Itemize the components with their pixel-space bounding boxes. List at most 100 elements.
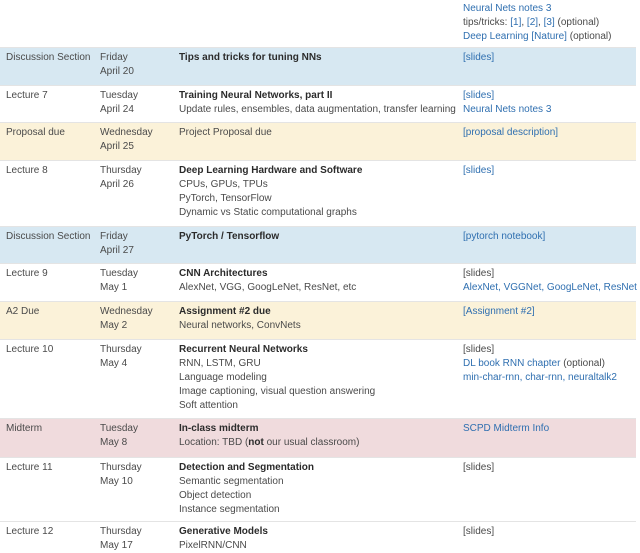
description-cell: Tips and tricks for tuning NNs — [179, 51, 459, 65]
topic-title: Detection and Segmentation — [179, 462, 315, 473]
rnn-code-links[interactable]: min-char-rnn, char-rnn, neuraltalk2 — [463, 372, 617, 383]
assignment-link[interactable]: [Assignment #2] — [463, 306, 535, 317]
nature-link[interactable]: Deep Learning [Nature] — [463, 31, 567, 42]
description-cell: CNN Architectures AlexNet, VGG, GoogLeNe… — [179, 267, 459, 295]
date-cell: Thursday May 4 — [100, 343, 176, 371]
notes-link[interactable]: Neural Nets notes 3 — [463, 3, 552, 14]
date-cell: Tuesday May 1 — [100, 267, 176, 295]
table-row: Lecture 12 Thursday May 17 Generative Mo… — [0, 522, 636, 553]
slides-label: [slides] — [463, 462, 495, 473]
midterm-info-link[interactable]: SCPD Midterm Info — [463, 423, 550, 434]
table-row: Lecture 7 Tuesday April 24 Training Neur… — [0, 86, 636, 123]
date-cell: Wednesday May 2 — [100, 305, 176, 333]
date-cell: Tuesday May 8 — [100, 422, 176, 450]
day-label: Tuesday — [100, 90, 138, 101]
description-cell: Training Neural Networks, part II Update… — [179, 89, 459, 117]
materials-cell: [proposal description] — [463, 126, 638, 140]
event-cell: Lecture 12 — [6, 526, 54, 537]
architecture-papers-links[interactable]: AlexNet, VGGNet, GoogLeNet, ResNet — [463, 282, 637, 293]
topic-detail: Update rules, ensembles, data augmentati… — [179, 104, 456, 115]
table-row: Midterm Tuesday May 8 In-class midterm L… — [0, 419, 636, 458]
date-label: April 27 — [100, 245, 134, 256]
table-row: Proposal due Wednesday April 25 Project … — [0, 123, 636, 161]
date-cell: Friday April 27 — [100, 230, 176, 258]
proposal-description-link[interactable]: [proposal description] — [463, 127, 559, 138]
slides-link[interactable]: [slides] — [463, 165, 495, 176]
topic-detail: Language modeling — [179, 372, 267, 383]
description-cell: Generative Models PixelRNN/CNN — [179, 525, 459, 553]
day-label: Tuesday — [100, 268, 138, 279]
day-label: Thursday — [100, 165, 142, 176]
rnn-chapter-link[interactable]: DL book RNN chapter — [463, 358, 561, 369]
optional-label: (optional) — [569, 31, 612, 42]
tips-link-3[interactable]: [3] — [543, 17, 555, 28]
location-text: Location: TBD (not our usual classroom) — [179, 437, 360, 448]
topic-title: Deep Learning Hardware and Software — [179, 165, 363, 176]
date-cell: Wednesday April 25 — [100, 126, 176, 154]
topic-detail: Object detection — [179, 490, 252, 501]
slides-label: [slides] — [463, 526, 495, 537]
topic-detail: Semantic segmentation — [179, 476, 284, 487]
materials-cell: [slides] — [463, 51, 638, 65]
topic-detail: Project Proposal due — [179, 127, 272, 138]
event-cell: Discussion Section — [6, 52, 91, 63]
table-row: Discussion Section Friday April 27 PyTor… — [0, 227, 636, 264]
date-label: May 2 — [100, 320, 128, 331]
description-cell: In-class midterm Location: TBD (not our … — [179, 422, 459, 450]
tips-link-2[interactable]: [2] — [526, 17, 539, 28]
topic-detail: Dynamic vs Static computational graphs — [179, 207, 357, 218]
topic-detail: Instance segmentation — [179, 504, 280, 515]
slides-link[interactable]: [slides] — [463, 52, 495, 63]
table-row: Lecture 8 Thursday April 26 Deep Learnin… — [0, 161, 636, 227]
day-label: Thursday — [100, 462, 142, 473]
date-label: April 25 — [100, 141, 134, 152]
materials-cell: [slides] Neural Nets notes 3 — [463, 89, 638, 117]
description-cell: Deep Learning Hardware and Software CPUs… — [179, 164, 459, 220]
event-cell: Lecture 9 — [6, 268, 48, 279]
materials-cell: [slides] AlexNet, VGGNet, GoogLeNet, Res… — [463, 267, 638, 295]
tips-link-1[interactable]: [1] — [510, 17, 522, 28]
date-cell: Thursday May 17 — [100, 525, 176, 553]
date-label: April 24 — [100, 104, 134, 115]
slides-link[interactable]: [slides] — [463, 90, 495, 101]
topic-detail: PixelRNN/CNN — [179, 540, 247, 551]
date-label: May 10 — [100, 476, 133, 487]
event-cell: Lecture 10 — [6, 344, 54, 355]
description-cell: Assignment #2 due Neural networks, ConvN… — [179, 305, 459, 333]
materials-cell: [slides] — [463, 461, 638, 475]
optional-label: (optional) — [557, 17, 600, 28]
event-cell: Lecture 7 — [6, 90, 48, 101]
materials-cell: Neural Nets notes 3 tips/tricks: [1], [2… — [463, 2, 638, 44]
table-row: A2 Due Wednesday May 2 Assignment #2 due… — [0, 302, 636, 340]
tips-label: tips/tricks: — [463, 17, 508, 28]
notes-link[interactable]: Neural Nets notes 3 — [463, 104, 552, 115]
topic-title: Tips and tricks for tuning NNs — [179, 52, 322, 63]
materials-cell: [slides] DL book RNN chapter (optional) … — [463, 343, 638, 385]
slides-label: [slides] — [463, 344, 495, 355]
pytorch-notebook-link[interactable]: [pytorch notebook] — [463, 231, 546, 242]
topic-title: Recurrent Neural Networks — [179, 344, 308, 355]
topic-detail: RNN, LSTM, GRU — [179, 358, 261, 369]
topic-title: PyTorch / Tensorflow — [179, 231, 280, 242]
table-row: Lecture 11 Thursday May 10 Detection and… — [0, 458, 636, 522]
event-cell: Midterm — [6, 423, 43, 434]
table-row: Neural Nets notes 3 tips/tricks: [1], [2… — [0, 0, 636, 48]
description-cell: Recurrent Neural Networks RNN, LSTM, GRU… — [179, 343, 459, 413]
topic-title: Training Neural Networks, part II — [179, 90, 333, 101]
topic-detail: Image captioning, visual question answer… — [179, 386, 376, 397]
day-label: Thursday — [100, 526, 142, 537]
event-cell: Lecture 11 — [6, 462, 53, 473]
topic-title: Assignment #2 due — [179, 306, 271, 317]
day-label: Tuesday — [100, 423, 138, 434]
topic-detail: Soft attention — [179, 400, 238, 411]
topic-detail: PyTorch, TensorFlow — [179, 193, 272, 204]
table-row: Lecture 9 Tuesday May 1 CNN Architecture… — [0, 264, 638, 302]
topic-detail: CPUs, GPUs, TPUs — [179, 179, 268, 190]
date-label: May 4 — [100, 358, 128, 369]
event-cell: Discussion Section — [6, 231, 91, 242]
date-label: May 1 — [100, 282, 128, 293]
materials-cell: [Assignment #2] — [463, 305, 638, 319]
day-label: Wednesday — [100, 306, 153, 317]
day-label: Friday — [100, 52, 128, 63]
date-cell: Thursday May 10 — [100, 461, 176, 489]
